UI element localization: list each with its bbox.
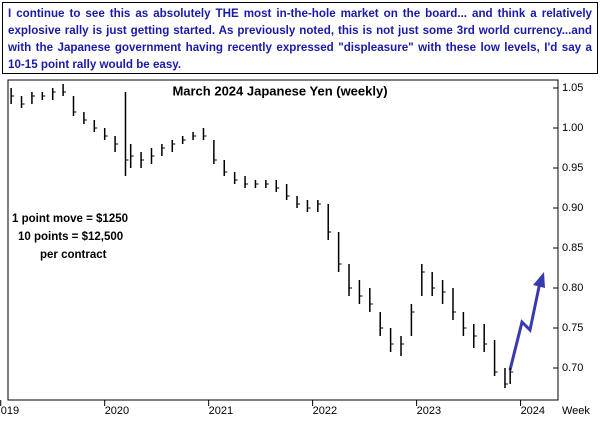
- x-tick-label: 2020: [105, 405, 129, 417]
- x-tick-label: 2023: [417, 405, 441, 417]
- annotation: 10 points = $12,500: [18, 231, 123, 243]
- projection-arrow: [508, 272, 545, 371]
- y-tick-label: 1.05: [562, 82, 583, 94]
- annotation: per contract: [40, 249, 107, 261]
- projection-line: [508, 281, 542, 371]
- x-tick-label: 2022: [313, 405, 337, 417]
- y-tick-label: 0.95: [562, 162, 583, 174]
- y-tick-label: 0.80: [562, 282, 583, 294]
- x-axis-label: Week: [562, 405, 590, 417]
- y-tick-label: 0.70: [562, 362, 583, 374]
- y-tick-label: 0.75: [562, 322, 583, 334]
- annotation: 1 point move = $1250: [12, 213, 128, 225]
- x-tick-label: 2024: [521, 405, 545, 417]
- y-tick-label: 1.00: [562, 122, 583, 134]
- arrow-head: [533, 272, 545, 288]
- chart-title: March 2024 Japanese Yen (weekly): [172, 83, 387, 98]
- y-tick-label: 0.85: [562, 242, 583, 254]
- x-tick-label: 2021: [209, 405, 233, 417]
- plot-frame: [7, 79, 559, 401]
- x-tick-label: 019: [1, 405, 19, 417]
- commentary: I continue to see this as absolutely THE…: [2, 2, 598, 74]
- y-tick-label: 0.90: [562, 202, 583, 214]
